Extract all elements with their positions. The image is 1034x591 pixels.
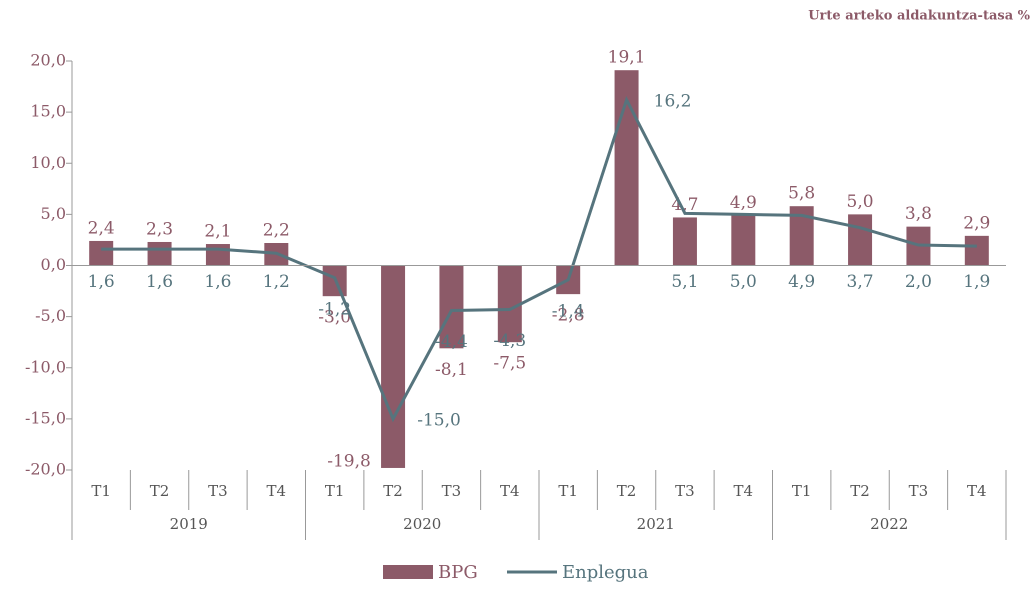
y-tick-label: -20,0 — [25, 460, 66, 479]
line — [101, 95, 977, 423]
group-label: 2021 — [637, 515, 675, 533]
bar-value-label: -2,8 — [552, 306, 585, 326]
x-tick-label: T4 — [500, 482, 520, 500]
line-value-label: 4,9 — [788, 272, 815, 292]
line-value-label: 2,0 — [905, 272, 932, 292]
x-tick-label: T3 — [208, 482, 228, 500]
x-tick-label: T1 — [325, 482, 345, 500]
y-tick-label: 5,0 — [41, 204, 66, 223]
x-tick-label: T2 — [850, 482, 870, 500]
y-tick-label: 10,0 — [30, 153, 66, 172]
bar-value-label: 2,9 — [963, 213, 990, 233]
y-tick-label: 15,0 — [30, 102, 66, 121]
group-label: 2020 — [403, 515, 441, 533]
x-tick-label: T3 — [675, 482, 695, 500]
line-value-label: 1,6 — [146, 272, 173, 292]
line-value-label: -4,4 — [435, 332, 468, 352]
line-value-label: -1,4 — [552, 301, 585, 321]
bar — [672, 217, 697, 266]
line-value-label: 5,0 — [730, 272, 757, 292]
x-tick-label: T2 — [150, 482, 170, 500]
line-value-label: -15,0 — [417, 410, 461, 430]
line-value-label: -4,3 — [493, 331, 526, 351]
bar-value-label: -19,8 — [327, 452, 371, 472]
bar-value-label: 5,0 — [847, 192, 874, 212]
x-tick-label: T2 — [383, 482, 403, 500]
line-value-label: 1,6 — [204, 272, 231, 292]
y-tick-label: 0,0 — [41, 255, 66, 274]
x-tick-label: T4 — [267, 482, 287, 500]
bar — [848, 214, 873, 266]
x-tick-label: T4 — [967, 482, 987, 500]
bar-value-label: 2,3 — [146, 219, 173, 239]
bar — [439, 265, 464, 349]
bar-value-label: -3,0 — [318, 308, 351, 328]
bar — [381, 265, 406, 468]
bar-value-label: 3,8 — [905, 204, 932, 224]
line-value-label: 5,1 — [671, 272, 698, 292]
bar-value-label: -8,1 — [435, 360, 468, 380]
line-value-label: 1,6 — [88, 272, 115, 292]
line-value-label: 3,7 — [847, 272, 874, 292]
bar-value-label: 2,4 — [88, 218, 115, 238]
line-value-label: 16,2 — [654, 91, 692, 111]
bar — [731, 215, 756, 266]
line-value-label: 1,9 — [963, 272, 990, 292]
bar — [89, 240, 114, 266]
y-tick-label: -10,0 — [25, 357, 66, 376]
x-tick-label: T1 — [558, 482, 578, 500]
bar — [147, 241, 172, 266]
group-label: 2019 — [170, 515, 208, 533]
bar — [205, 244, 230, 266]
bar-value-label: 2,1 — [204, 222, 231, 242]
x-tick-label: T1 — [91, 482, 111, 500]
bar-value-label: 2,2 — [263, 221, 290, 241]
bar-value-label: -7,5 — [493, 354, 526, 374]
x-tick-label: T1 — [792, 482, 812, 500]
group-label: 2022 — [870, 515, 908, 533]
line-value-label: -1,2 — [318, 299, 351, 319]
y-tick-label: -15,0 — [25, 408, 66, 427]
line-value-label: 1,2 — [263, 272, 290, 292]
legend-label: BPG — [438, 562, 478, 583]
x-tick-label: T4 — [734, 482, 754, 500]
bar — [964, 235, 989, 266]
x-tick-label: T2 — [617, 482, 637, 500]
y-tick-label: 20,0 — [30, 51, 66, 70]
unit-label: Urte arteko aldakuntza-tasa % — [808, 9, 1030, 24]
bar-value-label: 5,8 — [788, 184, 815, 204]
bar-value-label: 19,1 — [608, 48, 646, 68]
x-tick-label: T3 — [442, 482, 462, 500]
x-tick-label: T3 — [909, 482, 929, 500]
bar-value-label: 4,9 — [730, 193, 757, 213]
legend-label: Enplegua — [562, 562, 649, 583]
legend-swatch — [383, 565, 433, 579]
y-tick-label: -5,0 — [35, 306, 66, 325]
